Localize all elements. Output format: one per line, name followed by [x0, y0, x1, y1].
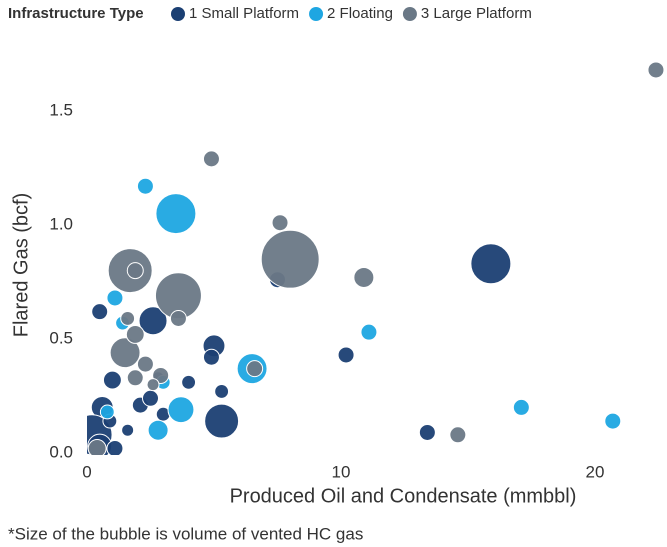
bubble — [120, 311, 136, 326]
bubble — [91, 303, 109, 321]
bubble — [202, 150, 220, 168]
legend-label: 2 Floating — [327, 5, 393, 22]
y-tick-label: 0.0 — [49, 442, 73, 461]
footnote: *Size of the bubble is volume of vented … — [8, 524, 363, 543]
y-tick-label: 1.5 — [49, 100, 73, 119]
bubble — [106, 289, 124, 307]
bubble — [271, 214, 289, 232]
bubble — [102, 370, 122, 390]
bubble — [136, 355, 154, 373]
bubble — [470, 243, 512, 285]
bubble — [260, 229, 320, 289]
bubble — [147, 419, 169, 441]
y-tick-label: 1.0 — [49, 214, 73, 233]
legend-label: 3 Large Platform — [421, 5, 532, 22]
y-axis-title: Flared Gas (bcf) — [10, 193, 32, 337]
bubble — [181, 374, 197, 390]
bubble — [647, 61, 665, 79]
bubble — [204, 403, 240, 439]
bubble — [126, 369, 144, 387]
bubble — [146, 378, 160, 392]
legend-marker — [402, 7, 417, 21]
bubble — [167, 396, 195, 424]
bubble — [337, 346, 355, 364]
bubble — [512, 398, 530, 416]
x-tick-label: 20 — [586, 462, 605, 481]
y-tick-label: 0.5 — [49, 328, 73, 347]
bubble — [106, 439, 124, 455]
bubble — [202, 348, 220, 366]
legend-marker — [171, 7, 185, 21]
bubble — [353, 266, 375, 288]
bubble — [142, 389, 159, 407]
bubble — [418, 423, 436, 441]
bubble — [126, 262, 144, 280]
bubble — [214, 384, 230, 399]
bubble — [449, 426, 467, 444]
x-axis-title: Produced Oil and Condensate (mmbbl) — [230, 485, 577, 507]
bubble — [360, 323, 378, 341]
bubble — [136, 177, 154, 195]
legend-label: 1 Small Platform — [189, 5, 299, 22]
bubble — [109, 337, 141, 369]
bubble — [155, 193, 197, 235]
bubble — [169, 309, 187, 327]
legend-marker — [309, 7, 324, 21]
plot-area — [87, 61, 665, 455]
bubble — [121, 423, 135, 437]
x-tick-label: 0 — [82, 462, 91, 481]
bubble — [246, 360, 264, 378]
bubble — [604, 412, 622, 430]
bubble — [138, 306, 168, 336]
x-tick-label: 10 — [332, 462, 351, 481]
bubble — [87, 438, 107, 455]
bubble — [99, 404, 115, 420]
legend-title: Infrastructure Type — [8, 5, 144, 22]
bubble — [125, 324, 145, 344]
